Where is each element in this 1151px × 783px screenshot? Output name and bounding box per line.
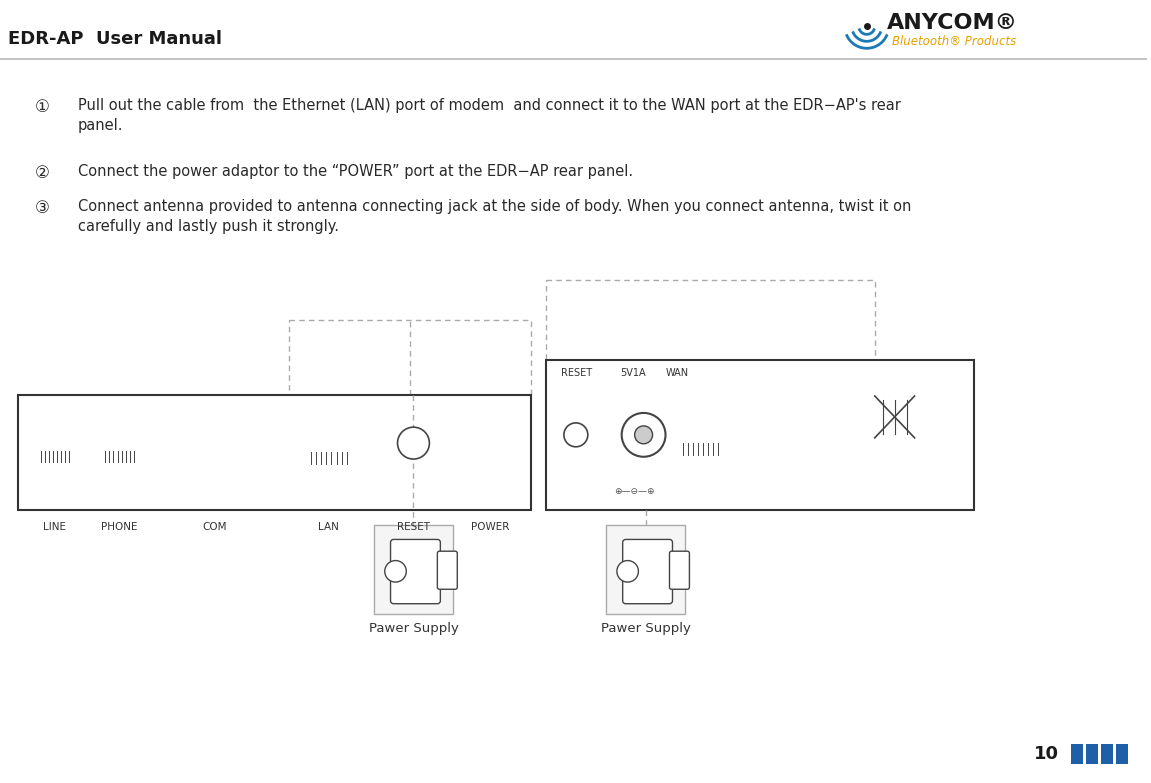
- Bar: [306, 415, 351, 452]
- Bar: [691, 460, 710, 467]
- Circle shape: [634, 426, 653, 444]
- Bar: [299, 410, 359, 477]
- Circle shape: [617, 561, 639, 582]
- Circle shape: [229, 443, 235, 450]
- Text: COM: COM: [201, 521, 227, 532]
- Circle shape: [216, 443, 223, 450]
- Bar: [1070, 744, 1083, 763]
- Bar: [1115, 744, 1128, 763]
- Circle shape: [193, 443, 200, 450]
- Bar: [875, 396, 915, 438]
- Circle shape: [622, 413, 665, 456]
- FancyBboxPatch shape: [670, 551, 689, 590]
- Bar: [1100, 744, 1113, 763]
- Text: ⊕—⊖—⊕: ⊕—⊖—⊕: [613, 487, 654, 496]
- Bar: [18, 395, 531, 510]
- Bar: [470, 417, 511, 470]
- Text: LINE: LINE: [44, 521, 67, 532]
- Bar: [546, 360, 975, 510]
- Circle shape: [205, 443, 212, 450]
- Bar: [101, 418, 138, 451]
- Text: Pull out the cable from  the Ethernet (LAN) port of modem  and connect it to the: Pull out the cable from the Ethernet (LA…: [78, 98, 900, 113]
- Text: LAN: LAN: [319, 521, 340, 532]
- Text: ANYCOM®: ANYCOM®: [886, 13, 1017, 34]
- Text: Pawer Supply: Pawer Supply: [368, 622, 458, 635]
- Bar: [46, 466, 63, 473]
- FancyBboxPatch shape: [623, 539, 672, 604]
- Bar: [1085, 744, 1098, 763]
- Text: carefully and lastly push it strongly.: carefully and lastly push it strongly.: [78, 218, 338, 233]
- Bar: [37, 418, 73, 451]
- Text: Connect antenna provided to antenna connecting jack at the side of body. When yo: Connect antenna provided to antenna conn…: [78, 199, 912, 214]
- FancyBboxPatch shape: [390, 539, 441, 604]
- Circle shape: [211, 432, 218, 439]
- Bar: [96, 413, 144, 473]
- Circle shape: [235, 432, 242, 439]
- Bar: [872, 443, 916, 455]
- Circle shape: [478, 431, 503, 456]
- Circle shape: [384, 561, 406, 582]
- Circle shape: [188, 432, 193, 439]
- Bar: [319, 469, 340, 477]
- Text: Bluetooth® Products: Bluetooth® Products: [892, 34, 1016, 48]
- FancyBboxPatch shape: [170, 419, 259, 461]
- Bar: [31, 413, 78, 473]
- Text: PHONE: PHONE: [101, 521, 138, 532]
- Bar: [112, 466, 128, 473]
- Bar: [605, 525, 686, 614]
- Text: ②: ②: [35, 164, 49, 182]
- Text: 10: 10: [1034, 745, 1059, 763]
- Text: Connect the power adaptor to the “POWER” port at the EDR−AP rear panel.: Connect the power adaptor to the “POWER”…: [78, 164, 633, 179]
- Bar: [485, 421, 495, 434]
- Bar: [374, 525, 453, 614]
- Bar: [885, 384, 905, 394]
- Bar: [671, 402, 730, 467]
- Text: POWER: POWER: [471, 521, 510, 532]
- Text: RESET: RESET: [561, 368, 592, 378]
- Text: Pawer Supply: Pawer Supply: [601, 622, 691, 635]
- Circle shape: [199, 432, 206, 439]
- Text: panel.: panel.: [78, 118, 123, 133]
- Circle shape: [222, 432, 229, 439]
- FancyBboxPatch shape: [437, 551, 457, 590]
- Text: RESET: RESET: [397, 521, 430, 532]
- Bar: [678, 408, 723, 443]
- Text: 5V1A: 5V1A: [620, 368, 647, 378]
- Circle shape: [564, 423, 588, 447]
- Text: ③: ③: [35, 199, 49, 217]
- Text: ①: ①: [35, 98, 49, 116]
- Text: EDR-AP  User Manual: EDR-AP User Manual: [8, 31, 222, 49]
- Circle shape: [397, 428, 429, 459]
- Text: WAN: WAN: [665, 368, 688, 378]
